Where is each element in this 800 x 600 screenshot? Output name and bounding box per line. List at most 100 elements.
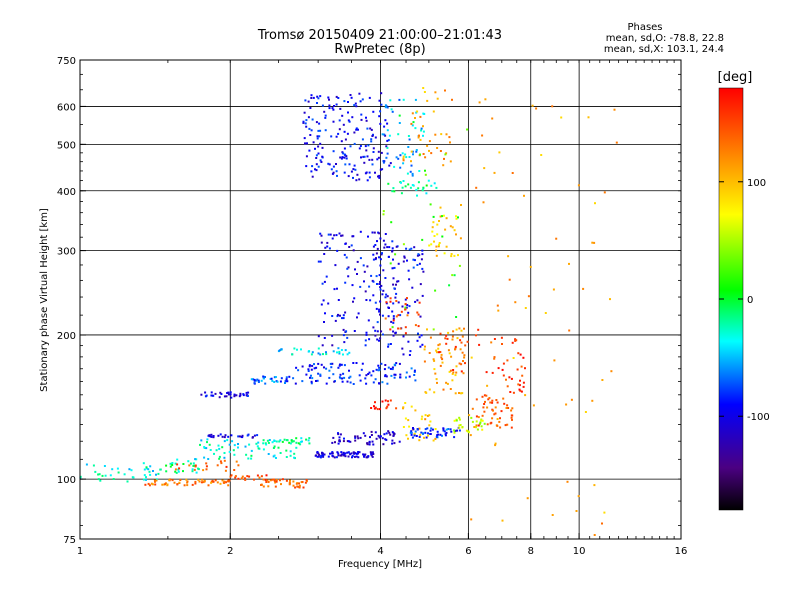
data-point (429, 336, 432, 339)
data-point (411, 184, 414, 186)
data-point (353, 104, 356, 107)
data-point (491, 371, 494, 374)
data-point (313, 363, 315, 366)
data-point (198, 480, 201, 483)
data-point (346, 132, 349, 135)
data-point (402, 243, 405, 246)
data-point (481, 134, 484, 137)
data-point (255, 442, 258, 445)
data-point (502, 397, 505, 400)
data-point (281, 440, 284, 443)
data-point (372, 147, 375, 150)
data-point (477, 424, 480, 427)
data-point (154, 483, 157, 486)
data-point (417, 253, 420, 256)
data-point (315, 121, 318, 124)
data-point (309, 376, 311, 379)
data-point (424, 414, 427, 417)
data-point (279, 439, 282, 442)
data-point (378, 436, 381, 439)
data-point (174, 462, 177, 465)
data-point (250, 449, 253, 452)
data-point (321, 104, 324, 107)
data-point (359, 257, 362, 260)
data-point (424, 173, 427, 176)
data-point (430, 152, 433, 155)
data-point (336, 287, 338, 290)
data-point (325, 367, 328, 370)
data-point (384, 134, 387, 137)
data-point (356, 173, 359, 176)
data-point (426, 414, 429, 417)
data-point (418, 336, 421, 339)
data-point (296, 485, 299, 488)
data-point (385, 301, 388, 304)
data-point (378, 408, 381, 411)
data-point (508, 278, 511, 281)
data-point (551, 105, 554, 108)
data-point (265, 443, 268, 446)
data-point (182, 463, 185, 465)
data-point (405, 376, 407, 379)
data-point (432, 439, 435, 442)
data-point (331, 441, 334, 444)
data-point (433, 182, 436, 185)
data-point (289, 479, 291, 482)
data-point (285, 379, 288, 382)
data-point (229, 475, 232, 478)
data-point (511, 407, 514, 410)
data-point (416, 428, 419, 430)
data-point (424, 169, 426, 172)
data-point (256, 474, 259, 477)
y-tick-label: 600 (57, 102, 76, 113)
data-point (386, 139, 389, 142)
data-point (346, 440, 349, 443)
data-point (421, 267, 424, 270)
data-point (496, 418, 499, 420)
data-point (444, 434, 447, 437)
data-point (444, 89, 446, 92)
data-point (274, 376, 277, 378)
data-point (395, 315, 398, 318)
data-point (247, 391, 250, 394)
data-point (387, 430, 390, 433)
data-point (457, 216, 459, 219)
data-point (449, 388, 452, 390)
data-point (380, 284, 383, 287)
data-point (337, 313, 339, 316)
data-point (483, 394, 486, 397)
data-point (227, 435, 230, 438)
data-point (227, 479, 230, 482)
data-point (428, 388, 431, 391)
data-point (224, 434, 227, 437)
data-point (321, 146, 324, 149)
data-point (475, 426, 477, 429)
data-point (188, 464, 191, 467)
data-point (307, 368, 310, 371)
data-point (405, 434, 408, 437)
data-point (103, 465, 106, 467)
data-point (165, 464, 168, 467)
data-point (425, 436, 428, 439)
data-point (355, 452, 358, 455)
data-point (510, 416, 513, 419)
data-point (410, 367, 413, 370)
data-point (414, 430, 417, 433)
data-point (346, 267, 349, 270)
data-point (370, 434, 373, 436)
data-point (307, 439, 310, 442)
data-point (273, 381, 276, 383)
data-point (387, 400, 389, 403)
data-point (482, 406, 485, 409)
data-point (213, 452, 215, 455)
data-point (379, 168, 382, 171)
data-point (385, 145, 388, 148)
data-point (101, 474, 104, 477)
data-point (237, 435, 240, 438)
data-point (242, 394, 245, 397)
data-point (344, 455, 347, 458)
data-point (373, 231, 376, 234)
data-point (177, 468, 180, 471)
data-point (346, 353, 349, 356)
data-point (380, 103, 383, 106)
